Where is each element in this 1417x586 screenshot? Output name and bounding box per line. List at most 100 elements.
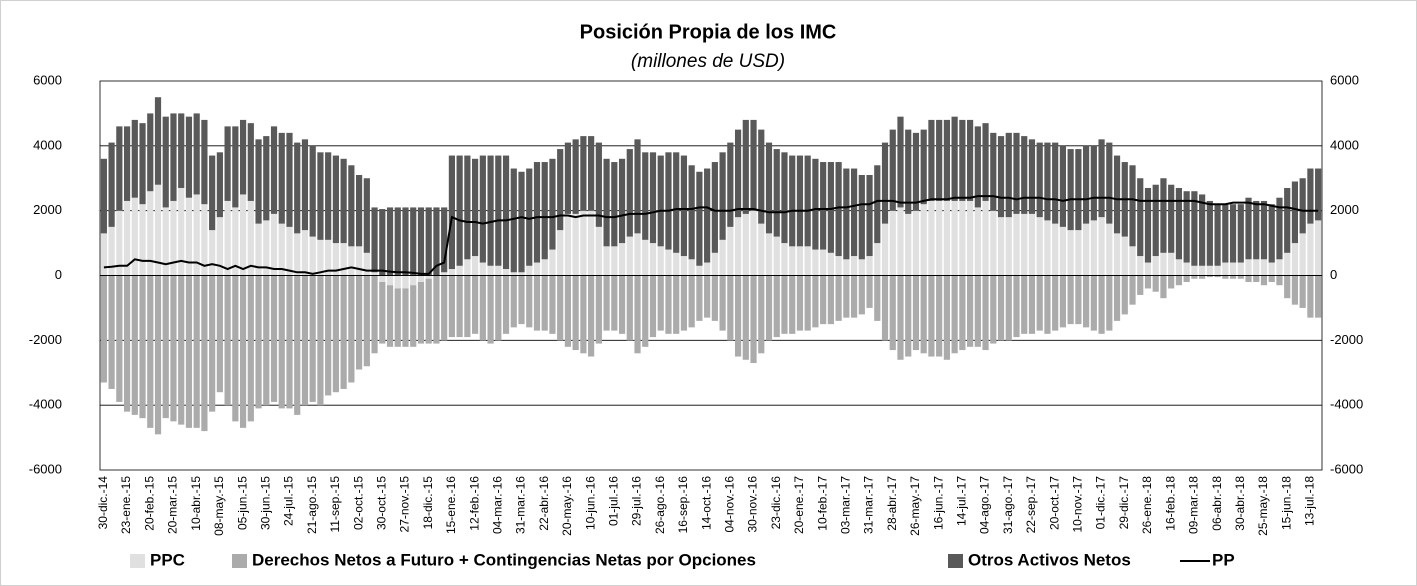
bar-segment xyxy=(456,155,463,266)
bar-segment xyxy=(974,275,981,347)
bar-segment xyxy=(201,275,208,432)
bar-segment xyxy=(1036,275,1043,331)
bar-segment xyxy=(1299,275,1306,308)
bar-segment xyxy=(541,275,548,331)
bar-segment xyxy=(874,165,881,244)
bar-segment xyxy=(232,275,239,422)
legend-label: PP xyxy=(1212,550,1235,569)
bar-segment xyxy=(495,265,502,276)
bar-segment xyxy=(154,184,162,276)
y-tick-label: -4000 xyxy=(29,397,62,412)
x-tick-label: 27-nov.-15 xyxy=(398,476,412,533)
bar-segment xyxy=(595,142,602,227)
bar-segment xyxy=(827,162,834,253)
legend-swatch xyxy=(130,554,145,568)
bar-segment xyxy=(649,275,657,338)
bar-segment xyxy=(881,275,889,341)
x-tick-label: 16-jun.-17 xyxy=(931,476,945,530)
bar-segment xyxy=(696,265,703,276)
bar-segment xyxy=(348,275,355,383)
bar-segment xyxy=(263,220,270,276)
bar-segment xyxy=(796,155,804,247)
bar-segment xyxy=(201,204,208,276)
x-tick-label: 31-ago.-17 xyxy=(1001,476,1015,534)
bar-segment xyxy=(433,207,440,276)
bar-segment xyxy=(1268,275,1275,282)
bar-segment xyxy=(224,200,231,276)
bar-segment xyxy=(1144,262,1152,276)
y-tick-label: -6000 xyxy=(29,461,62,476)
bar-segment xyxy=(657,246,664,276)
x-tick-label: 09-mar.-18 xyxy=(1187,476,1201,534)
x-tick-label: 24-jul.-15 xyxy=(282,476,296,526)
bar-segment xyxy=(487,155,494,266)
bar-segment xyxy=(1075,149,1082,231)
bar-segment xyxy=(417,207,425,276)
bar-segment xyxy=(1237,262,1244,276)
bar-segment xyxy=(843,168,850,260)
x-tick-label: 25-may.-18 xyxy=(1256,476,1270,536)
bar-segment xyxy=(1098,217,1105,276)
bar-segment xyxy=(804,246,811,276)
bar-segment xyxy=(1199,194,1206,266)
bar-segment xyxy=(967,200,974,276)
y2-tick-label: 2000 xyxy=(1330,202,1359,217)
bar-segment xyxy=(1245,197,1252,260)
bar-segment xyxy=(758,275,765,354)
bar-segment xyxy=(665,275,672,334)
bar-segment xyxy=(982,200,989,276)
bar-segment xyxy=(108,275,115,389)
chart-title: Posición Propia de los IMC xyxy=(580,21,837,43)
bar-segment xyxy=(1044,275,1051,334)
x-tick-label: 08-may.-15 xyxy=(212,476,226,536)
bar-segment xyxy=(974,126,981,208)
bar-segment xyxy=(348,165,355,247)
bar-segment xyxy=(905,129,912,214)
bar-segment xyxy=(588,136,595,211)
bar-segment xyxy=(1059,145,1066,227)
bar-segment xyxy=(789,155,796,247)
bar-segment xyxy=(1152,184,1159,257)
bar-segment xyxy=(1206,265,1213,276)
bar-segment xyxy=(294,233,301,276)
bar-segment xyxy=(580,136,587,211)
y2-tick-label: 6000 xyxy=(1330,72,1359,87)
bar-segment xyxy=(247,200,254,276)
bar-segment xyxy=(433,275,440,344)
bar-segment xyxy=(1044,220,1051,276)
bar-segment xyxy=(704,275,711,318)
x-tick-label: 20-may.-16 xyxy=(560,476,574,536)
bar-segment xyxy=(1083,223,1090,276)
bar-segment xyxy=(100,158,107,234)
bar-segment xyxy=(1090,275,1097,331)
bar-segment xyxy=(1113,155,1121,234)
chart-subtitle: (millones de USD) xyxy=(631,51,785,72)
bar-segment xyxy=(441,207,448,273)
bar-segment xyxy=(1315,220,1322,276)
bar-segment xyxy=(588,210,595,276)
bar-segment xyxy=(1268,262,1275,276)
bar-segment xyxy=(820,275,827,325)
x-tick-label: 16-sep.-16 xyxy=(676,476,690,534)
x-tick-label: 29-jul.-16 xyxy=(630,476,644,526)
bar-segment xyxy=(533,262,541,276)
bar-segment xyxy=(1307,168,1314,224)
y2-tick-label: -6000 xyxy=(1330,461,1363,476)
bar-segment xyxy=(1183,275,1190,282)
bar-segment xyxy=(154,275,162,435)
bar-segment xyxy=(1113,275,1121,321)
bar-segment xyxy=(1129,246,1136,276)
bar-segment xyxy=(247,275,254,422)
x-tick-label: 30-jun.-15 xyxy=(258,476,272,530)
bar-segment xyxy=(634,139,641,234)
bar-segment xyxy=(1005,132,1012,218)
bar-segment xyxy=(363,252,370,276)
bar-segment xyxy=(1067,275,1074,325)
x-tick-label: 26-ago.-16 xyxy=(653,476,667,534)
bar-segment xyxy=(665,249,672,276)
bar-segment xyxy=(1098,275,1105,334)
bar-segment xyxy=(518,171,525,273)
bar-segment xyxy=(402,275,409,289)
bar-segment xyxy=(696,275,703,321)
bar-segment xyxy=(185,275,193,428)
